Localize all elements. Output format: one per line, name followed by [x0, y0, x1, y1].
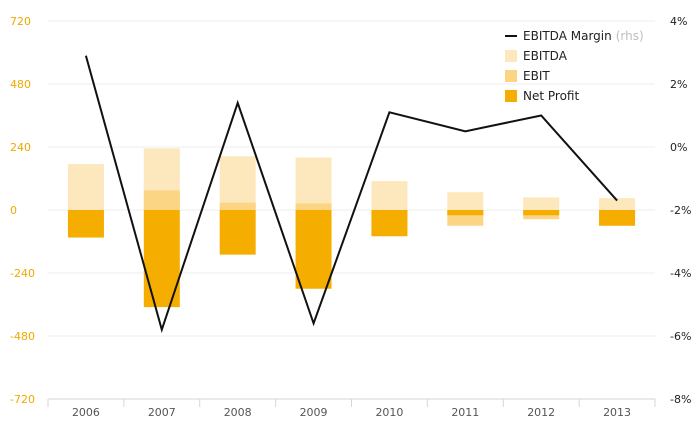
net-profit-bar	[371, 210, 408, 237]
right-axis-tick-label: 2%	[670, 78, 687, 91]
legend-label: EBITDA	[523, 49, 568, 63]
x-axis-tick-label: 2010	[375, 406, 403, 419]
right-axis-tick-label: 0%	[670, 141, 687, 154]
net-profit-bar	[295, 210, 332, 289]
axes: 720 480 240 0 -240 -480 -720 4% 2% 0% -2% -4% -6% -8%…	[10, 15, 691, 419]
left-axis-tick-label: -480	[10, 330, 35, 343]
x-axis-tick-label: 2013	[603, 406, 631, 419]
grid-lines	[48, 20, 655, 400]
ebitda-bar	[371, 181, 408, 210]
legend-color-swatch	[505, 90, 517, 102]
x-axis-tick-label: 2009	[300, 406, 328, 419]
ebitda-bar	[219, 156, 256, 210]
left-axis-tick-label: -240	[10, 267, 35, 280]
left-axis-tick-label: 0	[10, 204, 17, 217]
net-profit-bar	[447, 210, 484, 216]
legend-label: EBIT	[523, 69, 550, 83]
right-axis-tick-label: -6%	[670, 330, 691, 343]
net-profit-bar	[67, 210, 104, 238]
ebitda-bar	[599, 198, 636, 210]
ebitda-bar	[295, 157, 332, 210]
right-axis-tick-label: -8%	[670, 393, 691, 406]
x-axis-tick-label: 2011	[451, 406, 479, 419]
left-axis-tick-label: 720	[10, 15, 31, 28]
legend: EBITDA Margin (rhs) EBITDA EBIT Net Profit	[505, 29, 644, 103]
ebit-bar	[143, 190, 180, 210]
legend-rhs-note: (rhs)	[616, 29, 644, 43]
ebitda-bar	[523, 197, 560, 210]
ebitda-margin-line-layer	[84, 55, 618, 334]
x-axis-tick-label: 2007	[148, 406, 176, 419]
ebitda-bar	[67, 164, 104, 210]
legend-color-swatch	[505, 50, 517, 62]
net-profit-bar	[219, 210, 256, 255]
ebit-bar	[219, 202, 256, 210]
bar-series	[67, 148, 636, 308]
left-axis-tick-label: -720	[10, 393, 35, 406]
x-axis-tick-label: 2006	[72, 406, 100, 419]
right-axis-tick-label: -4%	[670, 267, 691, 280]
net-profit-bar	[599, 210, 636, 226]
left-axis-tick-label: 480	[10, 78, 31, 91]
legend-color-swatch	[505, 70, 517, 82]
right-axis-tick-label: -2%	[670, 204, 691, 217]
legend-label: Net Profit	[523, 89, 579, 103]
x-axis-tick-label: 2012	[527, 406, 555, 419]
ebit-bar	[295, 203, 332, 210]
net-profit-bar	[523, 210, 560, 216]
left-axis-tick-label: 240	[10, 141, 31, 154]
ebitda-margin-line	[84, 55, 618, 334]
right-axis-tick-label: 4%	[670, 15, 687, 28]
ebitda-bar	[447, 192, 484, 210]
legend-label: EBITDA Margin	[523, 29, 612, 43]
x-axis-tick-label: 2008	[224, 406, 252, 419]
